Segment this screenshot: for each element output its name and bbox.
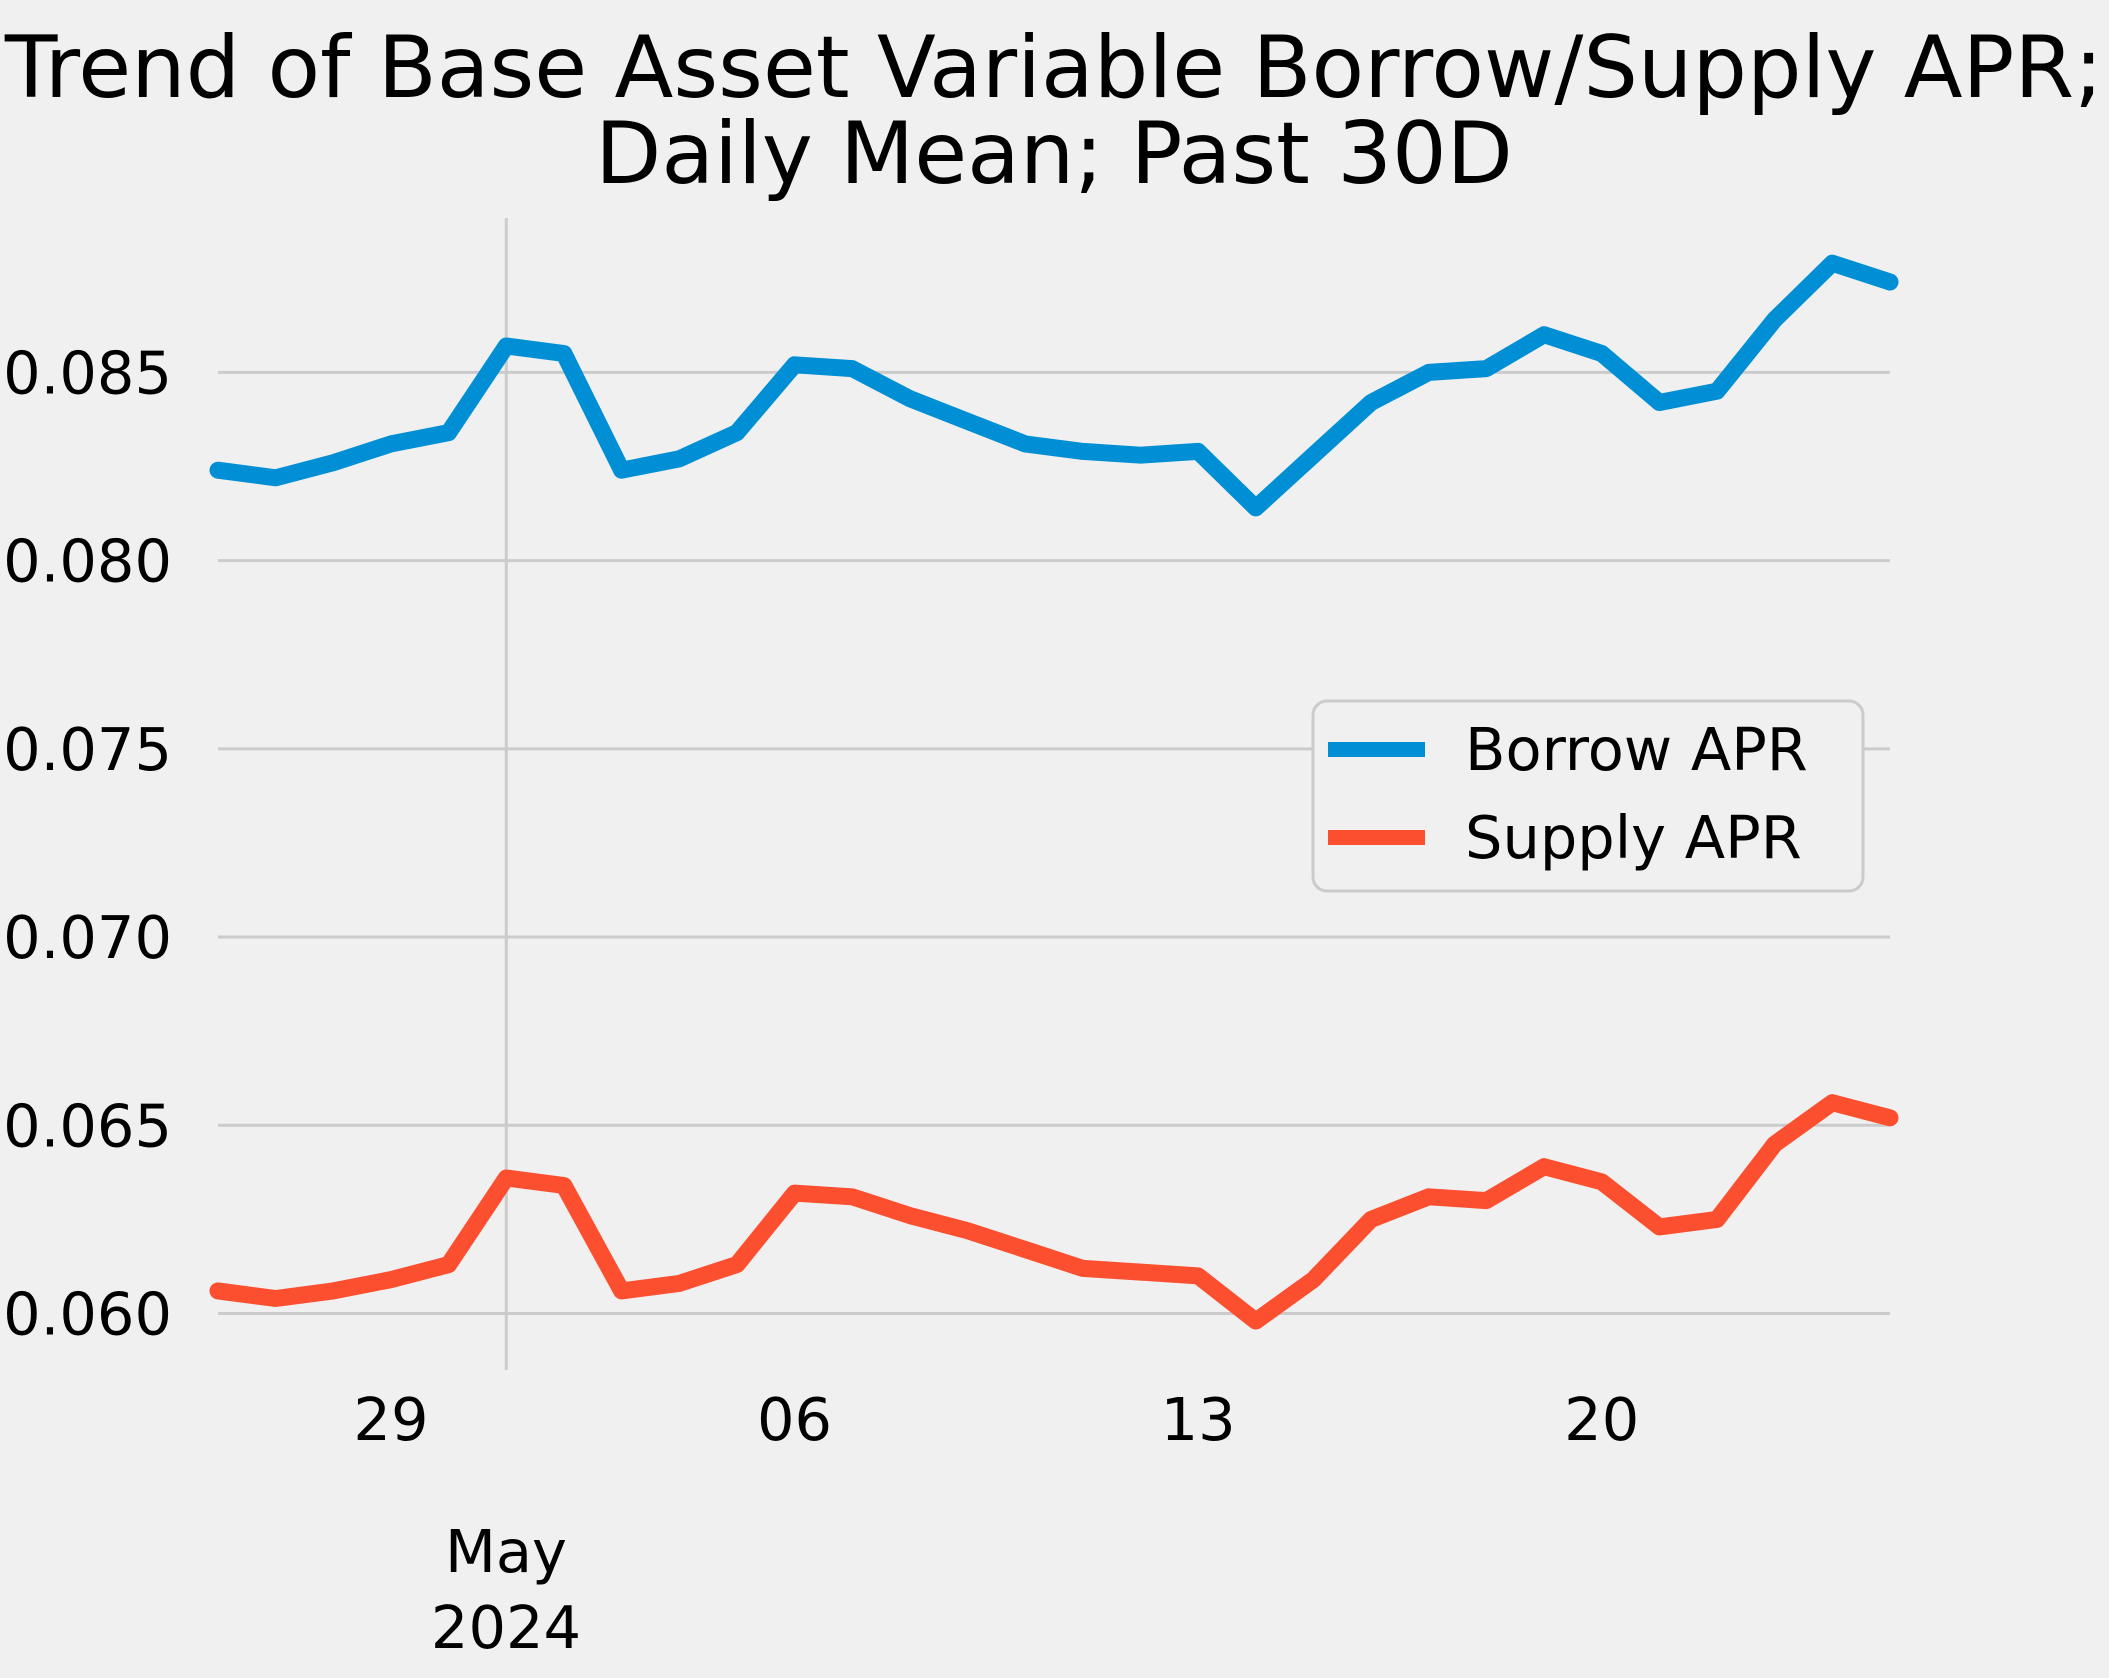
- legend-supply-label: Supply APR: [1465, 803, 1802, 872]
- x-axis-tick-labels: 29 06 13 20: [353, 1385, 1639, 1454]
- data-lines: [209, 254, 1899, 1330]
- x-axis-year-label: 2024: [431, 1593, 581, 1662]
- y-tick-label-0.075: 0.075: [3, 715, 172, 784]
- chart-title-line2: Daily Mean; Past 30D: [595, 104, 1513, 204]
- x-axis-month-label: May: [445, 1517, 567, 1586]
- y-tick-label-0.085: 0.085: [3, 338, 172, 407]
- legend: Borrow APR Supply APR: [1311, 699, 1865, 893]
- borrow-apr-line: [209, 254, 1899, 517]
- y-tick-label-0.070: 0.070: [3, 903, 172, 972]
- chart-title-line1: Trend of Base Asset Variable Borrow/Supp…: [4, 18, 2103, 118]
- supply-apr-line: [209, 1094, 1899, 1330]
- legend-borrow-swatch: [1328, 742, 1425, 757]
- chart-title: Trend of Base Asset Variable Borrow/Supp…: [4, 18, 2103, 204]
- y-tick-label-0.080: 0.080: [3, 527, 172, 596]
- x-tick-label-13: 13: [1161, 1385, 1236, 1454]
- legend-supply-swatch: [1328, 830, 1425, 845]
- x-tick-label-29: 29: [353, 1385, 428, 1454]
- y-tick-label-0.065: 0.065: [3, 1091, 172, 1160]
- y-axis-tick-labels: 0.060 0.065 0.070 0.075 0.080 0.085: [3, 338, 172, 1348]
- y-tick-label-0.060: 0.060: [3, 1280, 172, 1349]
- x-tick-label-20: 20: [1564, 1385, 1639, 1454]
- x-tick-label-06: 06: [757, 1385, 832, 1454]
- legend-box: [1311, 699, 1865, 893]
- legend-borrow-label: Borrow APR: [1465, 715, 1808, 784]
